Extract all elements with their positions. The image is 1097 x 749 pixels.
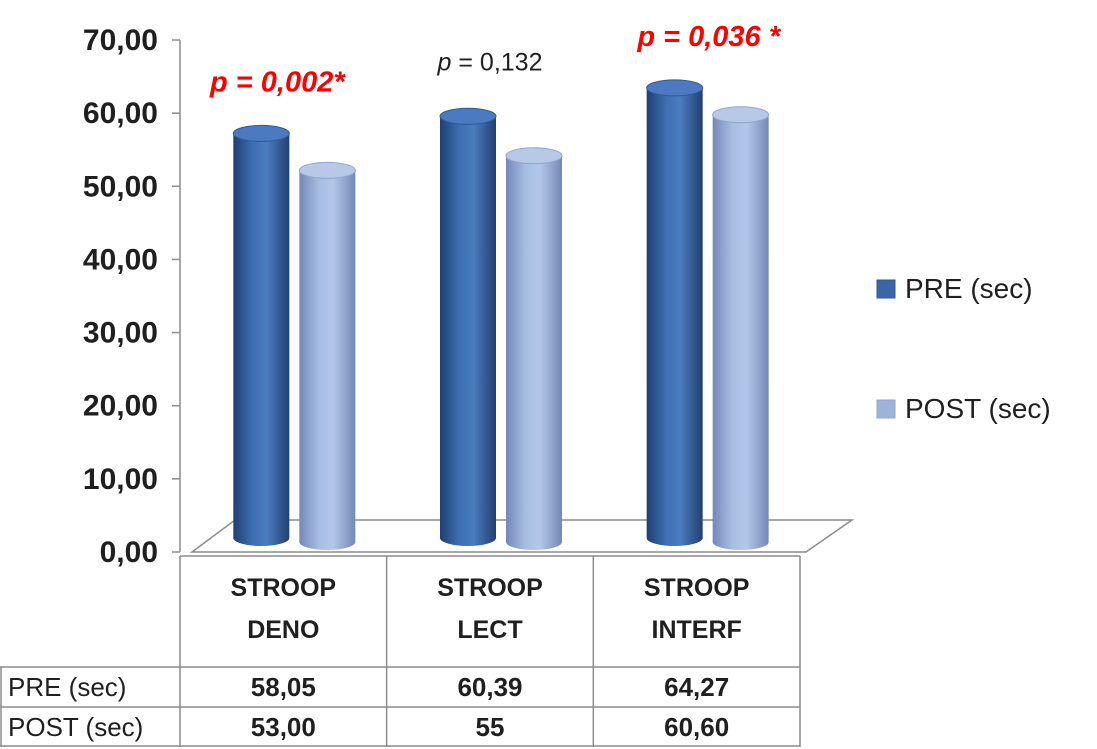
p-value-text: = 0,132 xyxy=(451,48,542,76)
bar-body xyxy=(712,114,769,551)
legend-entry: PRE (sec) xyxy=(876,273,1033,304)
table-series-label: POST (sec) xyxy=(8,712,143,742)
category-label: INTERF xyxy=(652,616,742,644)
legend-label: PRE (sec) xyxy=(905,273,1033,304)
bar-post xyxy=(298,161,356,551)
bar-pre xyxy=(232,124,290,547)
p-value-annotation: p = 0,002* xyxy=(209,66,346,98)
bar-body xyxy=(233,133,290,547)
legend-swatch xyxy=(876,279,896,299)
bar-pre xyxy=(439,107,497,546)
bar-body xyxy=(506,155,562,550)
p-value-annotation: p = 0,036 * xyxy=(636,21,781,53)
y-tick-label: 70,00 xyxy=(83,24,158,57)
table-cell-value: 55 xyxy=(476,712,505,742)
y-tick-label: 30,00 xyxy=(83,317,158,350)
bar-top xyxy=(298,161,356,179)
legend-label: POST (sec) xyxy=(905,393,1051,424)
p-symbol: p xyxy=(437,48,452,76)
table-cell-value: 53,00 xyxy=(251,712,316,742)
category-label: DENO xyxy=(247,616,319,644)
bar-top xyxy=(505,147,563,165)
table-cell-value: 60,39 xyxy=(457,672,522,702)
bar-body xyxy=(440,116,496,546)
p-value-text: = 0,002* xyxy=(228,66,347,98)
p-value-annotation: p = 0,132 xyxy=(437,48,543,76)
category-label: STROOP xyxy=(437,574,543,602)
y-tick-label: 60,00 xyxy=(83,97,158,130)
bar-top xyxy=(232,124,290,142)
category-label: LECT xyxy=(457,616,522,644)
y-tick-label: 20,00 xyxy=(83,390,158,423)
y-tick-label: 10,00 xyxy=(83,463,158,496)
bar-pre xyxy=(646,79,704,546)
bar-body xyxy=(299,170,356,551)
legend-entry: POST (sec) xyxy=(876,393,1051,424)
p-value-text: = 0,036 * xyxy=(655,21,782,53)
y-tick-label: 40,00 xyxy=(83,243,158,276)
bar-top xyxy=(712,106,770,124)
p-symbol: p xyxy=(209,66,228,98)
table-cell-value: 60,60 xyxy=(664,712,729,742)
y-tick-label: 0,00 xyxy=(100,536,158,569)
category-label: STROOP xyxy=(644,574,750,602)
bar-body xyxy=(646,87,703,546)
y-tick-label: 50,00 xyxy=(83,170,158,203)
table-cell-value: 58,05 xyxy=(251,672,316,702)
category-label: STROOP xyxy=(231,574,337,602)
table-cell-value: 64,27 xyxy=(664,672,729,702)
bar-post xyxy=(712,106,770,551)
bar-post xyxy=(505,147,563,550)
legend-swatch xyxy=(876,399,896,419)
bar-top xyxy=(646,79,704,97)
bar-top xyxy=(439,107,497,125)
table-series-label: PRE (sec) xyxy=(8,672,126,702)
p-symbol: p xyxy=(636,21,655,53)
